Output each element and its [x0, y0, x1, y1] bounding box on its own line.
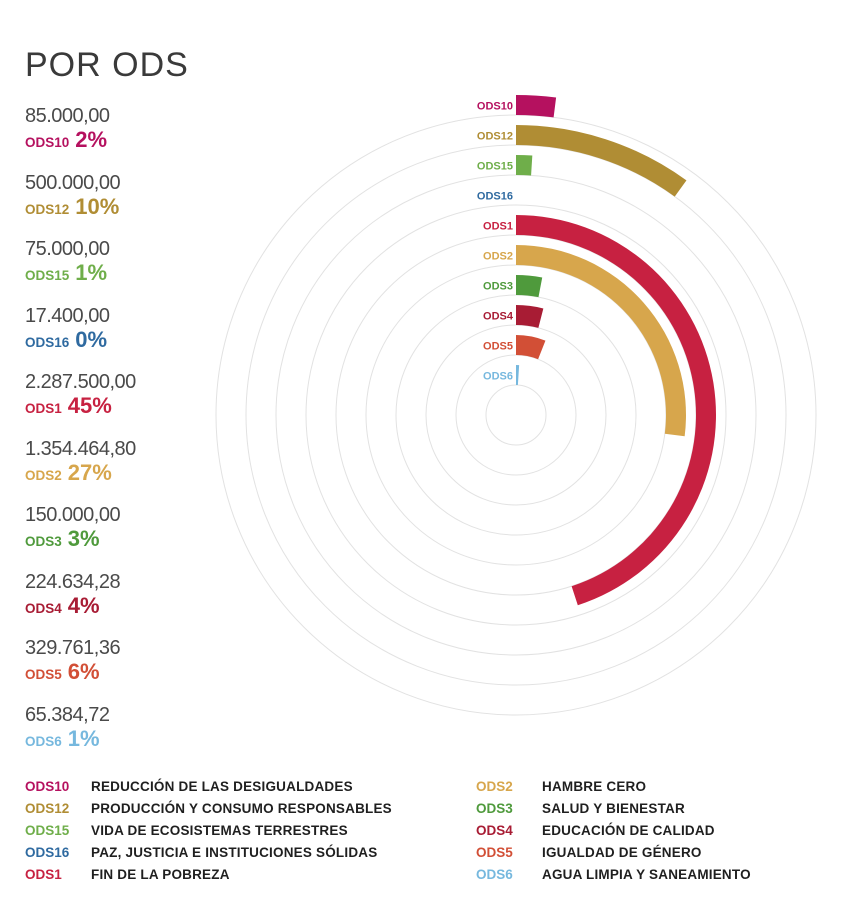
legend-name: PAZ, JUSTICIA E INSTITUCIONES SÓLIDAS	[91, 845, 378, 860]
grid-ring	[395, 294, 637, 536]
bar-ods12	[516, 125, 687, 197]
amount-percent: 27%	[67, 459, 112, 485]
amount-item: 329.761,36 ODS5 6%	[25, 637, 245, 704]
amount-ods-code: ODS10	[25, 135, 70, 150]
amount-item: 65.384,72 ODS6 1%	[25, 704, 245, 771]
page-title: POR ODS	[25, 46, 189, 84]
legend-name: FIN DE LA POBREZA	[91, 867, 230, 882]
amount-ods-code: ODS16	[25, 334, 70, 350]
bar-label: ODS3	[483, 281, 513, 293]
amount-item: 75.000,00 ODS15 1%	[25, 238, 245, 305]
legend-code: ODS5	[476, 845, 513, 860]
legend-code: ODS4	[476, 823, 513, 838]
bar-ods6	[516, 365, 520, 386]
amount-ods-code: ODS3	[25, 534, 62, 549]
amount-item: 224.634,28 ODS4 4%	[25, 571, 245, 638]
bar-ods2	[516, 245, 687, 437]
amount-item: 17.400,00 ODS16 0%	[25, 305, 245, 372]
amount-percent: 1%	[75, 260, 108, 285]
amount-percent: 3%	[67, 526, 100, 551]
amount-percent: 1%	[67, 725, 100, 751]
legend-item: ODS5 IGUALDAD DE GÉNERO	[476, 842, 751, 864]
legend-name: EDUCACIÓN DE CALIDAD	[542, 823, 715, 838]
amount-value: 329.761,36	[25, 637, 121, 659]
bar-label: ODS10	[477, 101, 513, 113]
amount-ods-code: ODS15	[25, 268, 70, 283]
legend-name: PRODUCCIÓN Y CONSUMO RESPONSABLES	[91, 801, 392, 816]
legend-name: REDUCCIÓN DE LAS DESIGUALDADES	[91, 779, 353, 794]
amount-ods-code: ODS12	[25, 201, 70, 217]
amount-value: 17.400,00	[25, 304, 110, 327]
bar-label: ODS2	[483, 251, 513, 263]
amount-value: 224.634,28	[25, 570, 121, 593]
legend-item: ODS15 VIDA DE ECOSISTEMAS TERRESTRES	[25, 820, 392, 842]
bar-label: ODS16	[477, 191, 513, 203]
bar-ods3	[516, 275, 543, 298]
amount-ods-code: ODS6	[25, 733, 62, 749]
amount-value: 65.384,72	[25, 703, 110, 726]
amount-value: 500.000,00	[25, 171, 121, 194]
amount-percent: 45%	[67, 393, 112, 418]
legend-item: ODS6 AGUA LIMPIA Y SANEAMIENTO	[476, 864, 751, 886]
legend-item: ODS16 PAZ, JUSTICIA E INSTITUCIONES SÓLID…	[25, 842, 392, 864]
amount-value: 150.000,00	[25, 504, 121, 526]
grid-ring	[485, 384, 547, 446]
amount-value: 85.000,00	[25, 105, 110, 127]
amount-percent: 2%	[75, 127, 108, 152]
amount-list: 85.000,00 ODS10 2% 500.000,00 ODS12 10% 75.000…	[25, 105, 245, 770]
amount-percent: 6%	[67, 659, 100, 684]
bar-label: ODS1	[483, 221, 513, 233]
bar-label: ODS5	[483, 341, 513, 353]
amount-item: 500.000,00 ODS12 10%	[25, 172, 245, 239]
bar-ods15	[516, 155, 533, 176]
legend-item: ODS3 SALUD Y BIENESTAR	[476, 798, 751, 820]
bar-ods10	[516, 95, 557, 118]
amount-ods-code: ODS1	[25, 401, 62, 416]
legend-item: ODS10 REDUCCIÓN DE LAS DESIGUALDADES	[25, 776, 392, 798]
legend-name: AGUA LIMPIA Y SANEAMIENTO	[542, 867, 751, 882]
amount-ods-code: ODS4	[25, 600, 62, 616]
legend-item: ODS12 PRODUCCIÓN Y CONSUMO RESPONSABLES	[25, 798, 392, 820]
legend-code: ODS1	[25, 867, 62, 882]
legend-item: ODS1 FIN DE LA POBREZA	[25, 864, 392, 886]
amount-value: 1.354.464,80	[25, 437, 136, 460]
amount-value: 2.287.500,00	[25, 371, 136, 393]
amount-ods-code: ODS2	[25, 467, 62, 483]
legend-code: ODS2	[476, 779, 513, 794]
amount-item: 1.354.464,80 ODS2 27%	[25, 438, 245, 505]
amount-percent: 10%	[75, 193, 120, 219]
amount-percent: 0%	[75, 326, 108, 352]
amount-ods-code: ODS5	[25, 667, 62, 682]
bar-label: ODS15	[477, 161, 513, 173]
legend-code: ODS16	[25, 845, 70, 860]
bar-label: ODS12	[477, 131, 513, 143]
amount-percent: 4%	[67, 592, 100, 618]
grid-ring	[305, 204, 727, 626]
amount-item: 85.000,00 ODS10 2%	[25, 105, 245, 172]
amount-value: 75.000,00	[25, 238, 110, 260]
legend-item: ODS4 EDUCACIÓN DE CALIDAD	[476, 820, 751, 842]
legend-name: SALUD Y BIENESTAR	[542, 801, 685, 816]
legend-code: ODS10	[25, 779, 70, 794]
legend-item: ODS2 HAMBRE CERO	[476, 776, 751, 798]
bar-ods5	[516, 335, 546, 360]
legend-name: HAMBRE CERO	[542, 779, 647, 794]
legend-name: VIDA DE ECOSISTEMAS TERRESTRES	[91, 823, 348, 838]
legend-code: ODS12	[25, 801, 70, 816]
bar-label: ODS6	[483, 371, 513, 383]
amount-item: 2.287.500,00 ODS1 45%	[25, 371, 245, 438]
legend-right: ODS2 HAMBRE CERO ODS3 SALUD Y BIENESTAR ODS4…	[476, 776, 751, 886]
amount-item: 150.000,00 ODS3 3%	[25, 504, 245, 571]
legend-code: ODS15	[25, 823, 70, 838]
legend-code: ODS3	[476, 801, 513, 816]
bar-ods1	[516, 215, 717, 606]
bar-ods4	[516, 305, 544, 328]
legend-name: IGUALDAD DE GÉNERO	[542, 845, 702, 860]
bar-label: ODS4	[483, 311, 514, 323]
legend-code: ODS6	[476, 867, 513, 882]
legend-left: ODS10 REDUCCIÓN DE LAS DESIGUALDADES ODS12…	[25, 776, 392, 886]
